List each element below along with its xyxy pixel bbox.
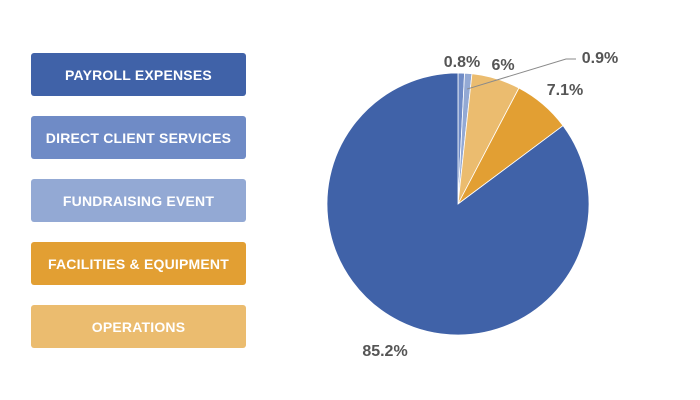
pie-chart-area: 85.2% 0.8% 0.9% 7.1% 6% [300,0,700,400]
legend-item-direct-client-services: DIRECT CLIENT SERVICES [31,116,246,159]
legend-item-fundraising-event: FUNDRAISING EVENT [31,179,246,222]
leader-line-fundraising-event [466,58,576,90]
data-label-operations: 6% [491,57,514,74]
pie-slice-payroll-expenses [326,72,590,336]
data-label-direct-client-services: 0.8% [444,54,480,71]
data-label-fundraising-event: 0.9% [582,50,618,67]
chart-legend: PAYROLL EXPENSES DIRECT CLIENT SERVICES … [31,53,246,368]
data-labels: 85.2% 0.8% 0.9% 7.1% 6% [362,50,618,360]
legend-item-operations: OPERATIONS [31,305,246,348]
pie-slices [326,72,590,336]
leader-lines [466,58,576,90]
data-label-facilities-equipment: 7.1% [547,82,583,99]
legend-item-payroll-expenses: PAYROLL EXPENSES [31,53,246,96]
pie-chart: 85.2% 0.8% 0.9% 7.1% 6% [326,50,618,360]
data-label-payroll-expenses: 85.2% [362,343,407,360]
legend-item-facilities-equipment: FACILITIES & EQUIPMENT [31,242,246,285]
